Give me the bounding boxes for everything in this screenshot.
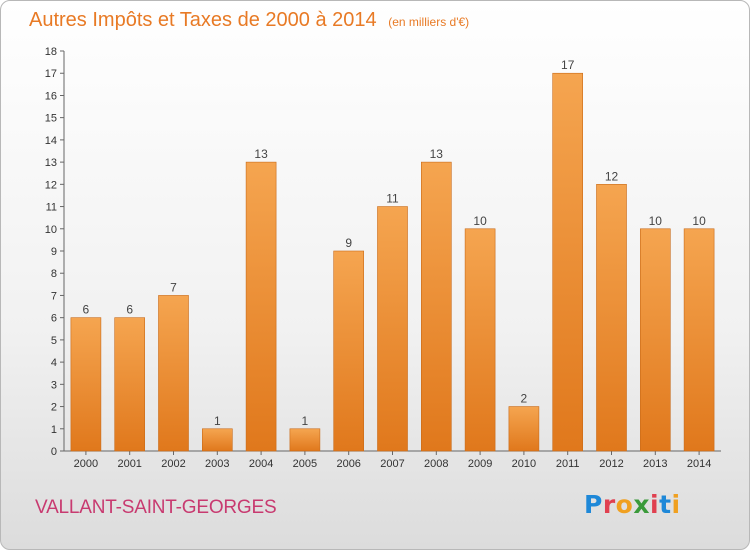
x-tick-label: 2006 xyxy=(336,458,360,470)
chart-bars xyxy=(70,72,715,452)
data-label: 1 xyxy=(302,414,309,428)
y-tick-label: 3 xyxy=(51,379,57,391)
x-tick-label: 2010 xyxy=(512,458,536,470)
y-tick-label: 17 xyxy=(45,68,57,80)
data-label: 11 xyxy=(386,192,399,206)
x-tick-label: 2014 xyxy=(687,458,711,470)
bar xyxy=(596,184,627,452)
bar xyxy=(420,161,452,452)
y-tick-label: 16 xyxy=(45,90,57,102)
y-tick-label: 9 xyxy=(51,246,57,258)
y-tick-label: 10 xyxy=(45,224,57,236)
y-tick-label: 18 xyxy=(45,46,57,58)
data-label: 13 xyxy=(254,147,268,161)
chart-title: Autres Impôts et Taxes de 2000 à 2014 (e… xyxy=(29,9,469,32)
bar xyxy=(245,161,277,452)
data-label: 10 xyxy=(649,214,663,228)
y-tick-label: 14 xyxy=(45,135,57,147)
y-tick-label: 8 xyxy=(51,268,57,280)
bar xyxy=(114,317,145,452)
chart-title-text: Autres Impôts et Taxes de 2000 à 2014 xyxy=(29,9,377,31)
y-tick-label: 4 xyxy=(51,357,57,369)
y-tick-label: 13 xyxy=(45,157,57,169)
bar xyxy=(639,228,671,452)
data-label: 6 xyxy=(126,303,133,317)
x-tick-label: 2013 xyxy=(643,458,667,470)
bar xyxy=(683,228,715,452)
chart-unit: (en milliers d'€) xyxy=(388,15,470,29)
y-tick-label: 15 xyxy=(45,113,57,125)
bar xyxy=(70,317,102,452)
proxiti-logo: Proxiti xyxy=(584,490,681,519)
chart-data-labels: 6 6 7 1 13 1 9 11 13 10 2 17 12 10 10 xyxy=(83,58,707,428)
y-tick-label: 5 xyxy=(51,335,57,347)
y-tick-label: 1 xyxy=(51,424,57,436)
bar xyxy=(289,428,321,452)
data-label: 6 xyxy=(83,303,90,317)
data-label: 17 xyxy=(561,58,575,72)
y-tick-label: 11 xyxy=(46,202,57,214)
data-label: 7 xyxy=(170,280,177,294)
data-label: 13 xyxy=(430,147,444,161)
bar xyxy=(464,228,496,452)
bar xyxy=(158,295,189,452)
bar xyxy=(202,428,233,452)
data-label: 12 xyxy=(605,169,619,183)
x-tick-label: 2008 xyxy=(424,458,448,470)
x-tick-label: 2011 xyxy=(556,458,580,470)
data-label: 9 xyxy=(345,236,352,250)
x-tick-label: 2004 xyxy=(249,458,273,470)
y-tick-label: 6 xyxy=(51,313,57,325)
x-tick-label: 2007 xyxy=(380,458,404,470)
bar xyxy=(508,406,540,452)
data-label: 2 xyxy=(521,392,528,406)
bar xyxy=(333,250,365,452)
y-tick-label: 12 xyxy=(45,179,57,191)
data-label: 10 xyxy=(473,214,487,228)
x-tick-label: 2012 xyxy=(599,458,623,470)
y-tick-label: 7 xyxy=(51,290,57,302)
x-tick-label: 2005 xyxy=(293,458,317,470)
bar xyxy=(377,206,408,452)
x-tick-label: 2009 xyxy=(468,458,492,470)
x-tick-label: 2001 xyxy=(117,458,141,470)
x-tick-label: 2002 xyxy=(161,458,185,470)
commune-name: VALLANT-SAINT-GEORGES xyxy=(35,497,277,518)
x-tick-label: 2000 xyxy=(74,458,98,470)
y-tick-label: 0 xyxy=(51,446,57,458)
data-label: 10 xyxy=(692,214,706,228)
x-tick-label: 2003 xyxy=(205,458,229,470)
data-label: 1 xyxy=(214,414,221,428)
bar xyxy=(552,72,584,452)
y-tick-label: 2 xyxy=(51,402,57,414)
